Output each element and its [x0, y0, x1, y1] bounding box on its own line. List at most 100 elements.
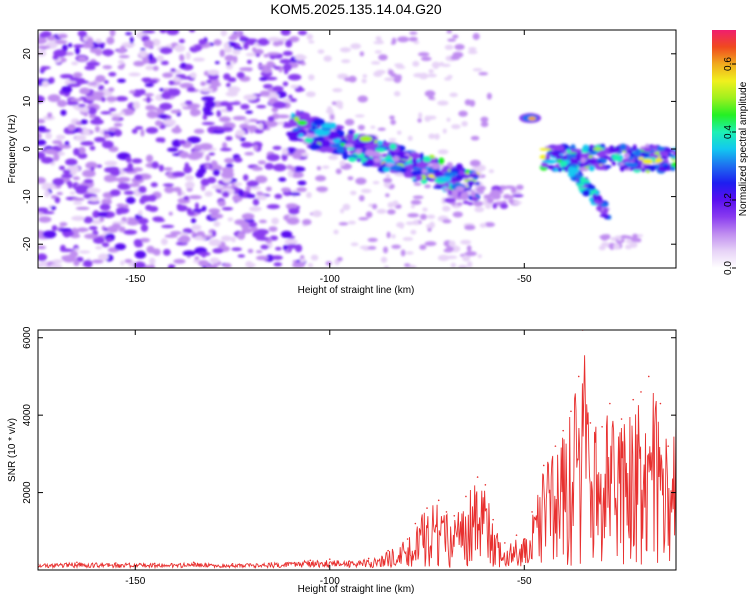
heatmap-cell	[193, 44, 203, 52]
heatmap-cell	[38, 230, 45, 239]
heatmap-cell	[38, 118, 46, 124]
heatmap-cell	[275, 121, 287, 125]
heatmap-cell	[386, 231, 391, 239]
y-tick-label: 10	[22, 95, 33, 107]
heatmap-cell	[59, 74, 74, 79]
heatmap-cell	[373, 41, 385, 45]
heatmap-cell	[193, 144, 203, 150]
heatmap-cell	[245, 185, 251, 193]
heatmap-cell	[423, 155, 432, 163]
heatmap-cell	[443, 197, 456, 203]
heatmap-cell	[192, 208, 206, 212]
heatmap-cell	[410, 204, 416, 209]
heatmap-cell	[62, 254, 77, 263]
heatmap-cell	[355, 148, 362, 155]
heatmap-cell	[252, 47, 257, 53]
heatmap-cell	[133, 261, 146, 268]
heatmap-cell	[604, 234, 611, 240]
heatmap-cell	[417, 118, 422, 123]
heatmap-cell	[255, 250, 263, 254]
heatmap-cell	[60, 109, 67, 116]
heatmap-cell	[601, 241, 610, 248]
heatmap-cell	[289, 192, 301, 196]
heatmap-cell	[385, 193, 390, 198]
heatmap-cell	[274, 193, 283, 199]
heatmap-cell	[162, 183, 174, 187]
heatmap-cell	[201, 235, 214, 239]
heatmap-cell	[107, 225, 119, 233]
heatmap-cell	[261, 123, 268, 130]
heatmap-cell	[297, 180, 307, 186]
heatmap-cell	[483, 222, 495, 228]
heatmap-cell	[44, 190, 50, 198]
y-tick-label: 4000	[22, 404, 33, 427]
heatmap-cell	[141, 30, 156, 34]
heatmap-cell	[327, 106, 333, 111]
snr-xlabel: Height of straight line (km)	[298, 584, 415, 595]
heatmap-cell	[413, 72, 425, 78]
colorbar-tick-label: 0.0	[723, 261, 734, 275]
heatmap-cell	[145, 65, 155, 71]
heatmap-cell	[140, 196, 151, 202]
heatmap-cell	[214, 61, 220, 65]
heatmap-cell	[474, 206, 485, 213]
heatmap-cell	[266, 61, 275, 68]
heatmap-cell	[129, 90, 136, 94]
heatmap-cell	[359, 51, 365, 57]
heatmap-cell	[367, 237, 378, 243]
y-tick-label: -10	[22, 189, 33, 204]
heatmap-cell	[233, 157, 243, 163]
heatmap-cell	[225, 163, 234, 169]
heatmap-cell	[52, 259, 63, 264]
heatmap-cell	[455, 163, 463, 171]
heatmap-cell	[41, 211, 55, 215]
heatmap-cell	[41, 182, 53, 191]
heatmap-cell	[69, 98, 84, 102]
heatmap-cell	[163, 88, 170, 92]
heatmap-cell	[187, 211, 196, 216]
heatmap-cell	[670, 166, 676, 172]
heatmap-cell	[332, 138, 342, 144]
heatmap-cell	[144, 83, 154, 88]
heatmap-cell	[38, 37, 47, 45]
heatmap-cell	[234, 182, 243, 187]
snr-point	[192, 561, 195, 564]
heatmap-cell	[617, 237, 622, 241]
heatmap-cell	[470, 135, 480, 141]
heatmap-cell	[328, 155, 339, 160]
heatmap-cell	[484, 202, 492, 210]
heatmap-cell	[367, 246, 377, 250]
heatmap-cell	[240, 221, 250, 230]
heatmap-cell	[619, 143, 627, 151]
heatmap-cell	[427, 73, 437, 78]
snr-point	[523, 538, 526, 540]
heatmap-cell	[296, 112, 310, 118]
snr-point	[328, 558, 331, 560]
heatmap-cell	[389, 164, 402, 171]
heatmap-cell	[125, 196, 136, 204]
heatmap-cell	[189, 72, 197, 79]
snr-point	[589, 422, 592, 424]
heatmap-cell	[461, 120, 468, 127]
heatmap-cell	[340, 208, 345, 214]
heatmap-cell	[255, 175, 268, 184]
heatmap-cell	[266, 153, 280, 162]
heatmap-cell	[211, 230, 217, 237]
heatmap-cell	[370, 125, 376, 129]
heatmap-cell	[616, 157, 623, 162]
heatmap-cell	[442, 205, 451, 212]
heatmap-cell	[125, 156, 132, 163]
heatmap-cell	[123, 204, 129, 209]
snr-frame	[37, 329, 677, 571]
heatmap-cell	[441, 63, 451, 67]
heatmap-cell	[460, 239, 472, 245]
heatmap-cell	[53, 153, 60, 162]
heatmap-cell	[325, 261, 332, 266]
heatmap-cell	[272, 93, 280, 99]
colorbar-tick-label: 0.4	[723, 125, 734, 139]
spectrogram-ticks: -150 -100 -50 20 10 0 -10 -20	[22, 30, 676, 285]
heatmap-cell	[306, 192, 312, 199]
heatmap-cell	[516, 184, 524, 190]
heatmap-cell	[632, 144, 637, 151]
heatmap-cell	[320, 140, 332, 148]
